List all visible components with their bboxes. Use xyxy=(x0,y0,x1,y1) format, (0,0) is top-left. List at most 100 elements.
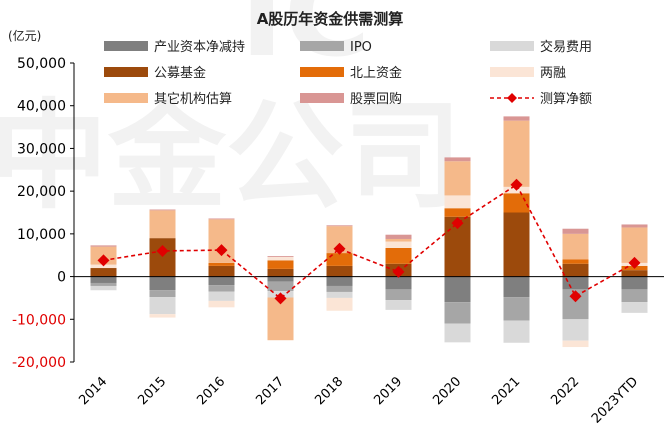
bar-segment xyxy=(503,120,530,187)
bar-segment xyxy=(444,195,471,209)
y-axis: 50,000 40,000 30,000 20,000 10,000 0 -10,000 -2… xyxy=(12,56,75,371)
bar-segment xyxy=(90,276,117,283)
y-tick-label: 0 xyxy=(57,270,66,286)
bar-segment xyxy=(621,276,648,290)
bar-segment xyxy=(208,300,235,308)
bar-segment xyxy=(208,218,235,220)
legend-label: 公募基金 xyxy=(154,65,206,81)
bar-segment xyxy=(503,320,530,343)
legend-label: 测算净额 xyxy=(540,92,592,107)
legend-label: IPO xyxy=(350,40,372,55)
bar-series-group xyxy=(90,116,648,348)
legend-label: 股票回购 xyxy=(350,91,402,107)
bar-segment xyxy=(326,297,353,311)
bar-segment xyxy=(444,302,471,324)
bar-segment xyxy=(562,276,589,290)
net-point-marker xyxy=(392,265,405,278)
bar-segment xyxy=(267,281,294,292)
bar-segment xyxy=(208,262,235,266)
y-tick-label: -20,000 xyxy=(12,355,66,371)
y-axis-unit: (亿元) xyxy=(8,28,41,43)
bar-segment xyxy=(90,268,117,277)
bar-segment xyxy=(385,238,412,242)
legend-swatch xyxy=(300,41,344,51)
bar-segment xyxy=(149,238,176,277)
legend-swatch xyxy=(300,93,344,103)
bar-segment xyxy=(326,253,353,266)
y-tick-label: 40,000 xyxy=(17,99,66,115)
bar-segment xyxy=(444,323,471,343)
legend-swatch xyxy=(490,67,534,77)
legend-swatch xyxy=(490,41,534,51)
bar-segment xyxy=(621,224,648,228)
x-tick-label: 2015 xyxy=(135,374,169,408)
net-line xyxy=(103,183,635,300)
x-tick-label: 2020 xyxy=(430,374,464,408)
legend-label: 交易费用 xyxy=(540,39,592,55)
bar-segment xyxy=(326,291,353,298)
bar-segment xyxy=(149,314,176,318)
bar-segment xyxy=(208,285,235,292)
net-point-marker xyxy=(274,292,287,305)
bar-segment xyxy=(385,289,412,301)
legend-swatch xyxy=(104,93,148,103)
bar-segment xyxy=(444,208,471,217)
net-point-marker xyxy=(628,256,641,269)
bar-segment xyxy=(208,276,235,286)
bar-segment xyxy=(267,297,294,341)
bar-segment xyxy=(149,297,176,315)
x-tick-label: 2016 xyxy=(194,374,228,408)
legend-label: 北上资金 xyxy=(350,65,402,81)
bar-segment xyxy=(444,161,471,196)
legend-label: 其它机构估算 xyxy=(154,91,232,107)
bar-segment xyxy=(562,233,589,260)
bar-segment xyxy=(385,300,412,310)
x-tick-label: 2017 xyxy=(253,374,287,408)
bar-segment xyxy=(503,116,530,121)
bar-segment xyxy=(149,290,176,298)
bar-segment xyxy=(267,268,294,277)
y-tick-label: 20,000 xyxy=(17,184,66,200)
net-point-marker xyxy=(333,242,346,255)
net-point-marker xyxy=(451,217,464,230)
legend-swatch xyxy=(104,67,148,77)
bar-segment xyxy=(503,297,530,321)
net-point-marker xyxy=(97,254,110,267)
bar-segment xyxy=(503,276,530,298)
bar-segment xyxy=(621,302,648,313)
net-point-marker xyxy=(510,178,523,191)
bar-segment xyxy=(149,209,176,211)
bar-segment xyxy=(385,276,412,290)
legend-label: 两融 xyxy=(540,66,566,81)
net-line-series xyxy=(97,178,641,305)
bar-segment xyxy=(90,282,117,286)
bar-segment xyxy=(621,289,648,303)
bar-segment xyxy=(621,270,648,277)
bar-segment xyxy=(444,157,471,162)
bar-segment xyxy=(90,245,117,247)
bar-segment xyxy=(267,256,294,261)
x-tick-label: 2014 xyxy=(76,374,110,408)
bar-segment xyxy=(267,256,294,257)
legend-swatch xyxy=(104,41,148,51)
net-point-marker xyxy=(215,244,228,257)
net-point-marker xyxy=(156,244,169,257)
legend-diamond-icon xyxy=(507,93,517,103)
bar-segment xyxy=(326,265,353,277)
bar-segment xyxy=(326,285,353,292)
bar-segment xyxy=(149,210,176,239)
bar-segment xyxy=(267,276,294,282)
bar-segment xyxy=(385,241,412,248)
bar-segment xyxy=(208,291,235,301)
x-tick-label: 2018 xyxy=(312,374,346,408)
bar-segment xyxy=(503,193,530,213)
y-tick-label: 30,000 xyxy=(17,141,66,157)
bar-segment xyxy=(385,247,412,264)
bar-segment xyxy=(208,219,235,263)
chart-title: A股历年资金供需测算 xyxy=(257,10,404,28)
bar-segment xyxy=(149,276,176,291)
legend-swatch xyxy=(300,67,344,77)
bar-segment xyxy=(444,276,471,303)
